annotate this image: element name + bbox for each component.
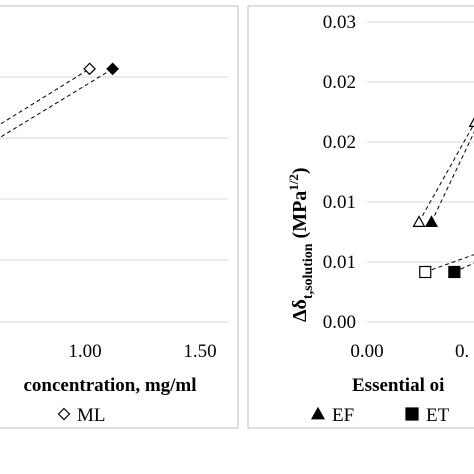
right-y-tick-label: 0.02: [323, 132, 356, 153]
right-data-point: [468, 117, 474, 128]
right-legend-label: ET: [426, 405, 450, 426]
right-x-tick-label: 0.00: [350, 341, 383, 362]
left-series-layer: [0, 62, 119, 139]
right-legend: EF ET: [310, 405, 450, 426]
right-y-tick-label: 0.03: [323, 12, 356, 33]
right-y-tick-label: 0.01: [323, 252, 356, 273]
left-panel-frame: [0, 5, 239, 429]
right-x-tick-labels: 0.00 0.: [350, 341, 469, 362]
left-x-tick-labels: 1.00 1.50: [68, 341, 216, 362]
right-y-tick-label: 0.00: [323, 312, 356, 333]
right-legend-label: EF: [332, 405, 354, 426]
right-data-point: [448, 265, 461, 279]
left-x-axis-label: concentration, mg/ml: [23, 375, 196, 396]
right-data-point: [419, 265, 432, 279]
right-x-tick-label: 0.: [455, 341, 469, 362]
right-series-line: [431, 131, 474, 223]
left-legend: ML: [57, 405, 106, 426]
right-y-tick-labels: 0.00 0.01 0.01 0.02 0.02 0.03: [323, 12, 356, 333]
right-series-line: [425, 254, 474, 273]
right-data-point: [424, 215, 438, 227]
right-y-axis-label: Δδt,solution (MPa1/2): [286, 167, 316, 322]
left-legend-marker: [57, 407, 71, 421]
left-x-tick-label: 1.00: [68, 341, 101, 362]
left-gridlines: [0, 76, 228, 323]
right-panel-frame: [247, 5, 474, 429]
left-x-tick-label: 1.50: [183, 341, 216, 362]
right-y-tick-label: 0.02: [323, 72, 356, 93]
right-legend-marker: [310, 406, 326, 420]
right-series-line: [418, 123, 474, 223]
right-y-tick-label: 0.01: [323, 192, 356, 213]
right-data-point: [412, 215, 426, 227]
right-series-layer: [412, 117, 474, 279]
right-x-axis-label: Essential oi: [352, 375, 444, 396]
right-legend-marker: [405, 407, 419, 421]
left-legend-label: ML: [77, 405, 106, 426]
left-data-point: [106, 62, 119, 76]
left-data-point: [83, 62, 96, 76]
